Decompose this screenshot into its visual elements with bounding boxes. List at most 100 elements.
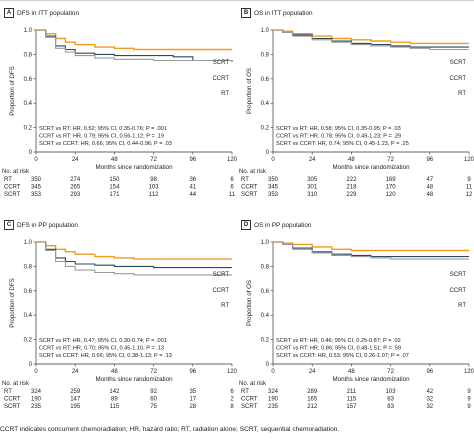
risk-count: 9 xyxy=(467,177,471,183)
risk-row-label: SCRT xyxy=(4,404,21,410)
risk-count: 83 xyxy=(387,404,394,410)
risk-row-label: RT xyxy=(241,389,249,395)
risk-count: 190 xyxy=(31,397,42,403)
risk-count: 171 xyxy=(109,192,120,198)
hazard-ratio-line: SCRT vs CCRT: HR, 0.66; 95% CI, 0.38-1.1… xyxy=(39,353,172,359)
risk-count: 115 xyxy=(347,397,357,403)
hazard-ratio-line: SCRT vs RT: HR, 0.58; 95% CI, 0.35-0.95;… xyxy=(276,126,401,132)
panel-title: OS in ITT population xyxy=(254,9,313,17)
risk-count: 353 xyxy=(268,192,279,198)
risk-count: 301 xyxy=(307,185,318,191)
y-tick-label: 0.8 xyxy=(261,52,270,58)
km-chart-svg: 0 0.2 0.4 0.6 0.8 1.0 0 24 48 72 96 120 Months since… xyxy=(2,28,238,198)
risk-count: 11 xyxy=(466,185,473,191)
risk-count: 142 xyxy=(109,389,120,395)
x-tick-label: 24 xyxy=(72,157,79,163)
risk-count: 170 xyxy=(386,185,397,191)
y-tick-label: 0 xyxy=(266,362,270,368)
risk-row-label: SCRT xyxy=(241,404,258,410)
panel-header: D OS in PP population xyxy=(241,220,311,230)
km-chart-svg: 0 0.2 0.4 0.6 0.8 1.0 0 24 48 72 96 120 Months since… xyxy=(2,240,238,410)
risk-count: 259 xyxy=(70,389,81,395)
y-tick-label: 1.0 xyxy=(261,28,270,34)
hazard-ratio-line: SCRT vs CCRT: HR, 0.53; 95% CI, 0.26-1.0… xyxy=(276,353,409,359)
hazard-ratio-line: CCRT vs RT: HR, 0.79; 95% CI, 0.56-1.12;… xyxy=(39,134,164,140)
y-axis-title: Proportion of DFS xyxy=(9,66,16,116)
x-tick-label: 24 xyxy=(309,369,316,375)
curve-label-rt: RT xyxy=(458,303,466,309)
page-top-rule xyxy=(0,0,474,1)
risk-count: 42 xyxy=(426,389,433,395)
risk-row-label: CCRT xyxy=(241,397,258,403)
risk-count: 265 xyxy=(70,185,81,191)
risk-row-label: SCRT xyxy=(4,192,21,198)
risk-table-heading: No. at risk xyxy=(2,381,30,387)
km-curve-rt xyxy=(36,241,232,276)
risk-row-label: RT xyxy=(241,177,249,183)
risk-count: 9 xyxy=(467,404,471,410)
risk-count: 150 xyxy=(109,177,120,183)
risk-count: 310 xyxy=(307,192,318,198)
y-tick-label: 1.0 xyxy=(24,28,33,34)
y-tick-label: 0.4 xyxy=(24,313,33,319)
risk-count: 9 xyxy=(467,389,471,395)
x-tick-label: 72 xyxy=(150,157,157,163)
risk-table-heading: No. at risk xyxy=(239,381,267,387)
panel-letter: B xyxy=(241,8,251,18)
panel-c: C DFS in PP population 0 0.2 0.4 0.6 0.8 1.0 0… xyxy=(0,212,240,427)
hazard-ratio-line: CCRT vs RT: HR, 0.78; 95% CI, 0.49-1.23;… xyxy=(276,134,401,140)
y-tick-label: 0.4 xyxy=(261,101,270,107)
x-axis-title: Months since randomization xyxy=(95,376,173,383)
x-axis-title: Months since randomization xyxy=(332,164,410,171)
risk-count: 9 xyxy=(467,397,471,403)
risk-count: 165 xyxy=(307,397,318,403)
km-curve-scrt xyxy=(36,241,232,260)
panel-header: C DFS in PP population xyxy=(4,220,78,230)
y-tick-label: 1.0 xyxy=(24,240,33,246)
curve-label-rt: RT xyxy=(458,91,466,97)
y-tick-label: 0.2 xyxy=(24,126,33,132)
y-tick-label: 0.4 xyxy=(261,313,270,319)
km-curve-rt xyxy=(273,241,469,260)
panel-a: A DFS in ITT population 0 0.2 0.4 0.6 0.8 1.0… xyxy=(0,0,240,215)
x-tick-label: 0 xyxy=(271,157,275,163)
x-tick-label: 96 xyxy=(426,369,433,375)
y-axis-title: Proportion of DFS xyxy=(9,278,16,328)
risk-count: 103 xyxy=(149,185,160,191)
risk-count: 218 xyxy=(346,185,357,191)
y-tick-label: 1.0 xyxy=(261,240,270,246)
risk-count: 75 xyxy=(150,404,157,410)
risk-count: 44 xyxy=(189,192,196,198)
risk-count: 12 xyxy=(466,192,473,198)
y-tick-label: 0.8 xyxy=(24,264,33,270)
risk-count: 48 xyxy=(426,185,433,191)
x-tick-label: 48 xyxy=(348,157,355,163)
x-axis-title: Months since randomization xyxy=(332,376,410,383)
risk-row-label: CCRT xyxy=(4,185,21,191)
x-tick-label: 48 xyxy=(111,157,118,163)
curve-label-rt: RT xyxy=(221,303,229,309)
hazard-ratio-line: SCRT vs CCRT: HR, 0.66; 95% CI, 0.44-0.9… xyxy=(39,141,172,147)
risk-count: 92 xyxy=(150,389,157,395)
km-chart-svg: 0 0.2 0.4 0.6 0.8 1.0 0 24 48 72 96 120 Months since… xyxy=(239,240,474,410)
y-tick-label: 0.8 xyxy=(261,264,270,270)
risk-count: 235 xyxy=(268,404,279,410)
risk-count: 2 xyxy=(230,397,234,403)
hazard-ratio-line: CCRT vs RT: HR, 0.70; 95% CI, 0.45-1.10,… xyxy=(39,346,164,352)
risk-count: 47 xyxy=(426,177,433,183)
y-tick-label: 0.6 xyxy=(261,77,270,83)
km-curve-scrt xyxy=(273,29,469,45)
km-curve-scrt xyxy=(273,241,469,252)
risk-count: 6 xyxy=(230,185,234,191)
km-curve-rt xyxy=(36,29,232,62)
y-tick-label: 0.4 xyxy=(24,101,33,107)
x-tick-label: 96 xyxy=(426,157,433,163)
risk-count: 289 xyxy=(307,389,318,395)
x-tick-label: 24 xyxy=(309,157,316,163)
x-tick-label: 72 xyxy=(150,369,157,375)
hazard-ratio-line: SCRT vs RT: HR, 0.47; 95% CI, 0.30-0.74;… xyxy=(39,338,167,344)
km-chart-svg: 0 0.2 0.4 0.6 0.8 1.0 0 24 48 72 96 120 Months since… xyxy=(239,28,474,198)
km-curve-scrt xyxy=(36,29,232,51)
curve-label-ccrt: CCRT xyxy=(212,288,229,294)
risk-count: 120 xyxy=(386,192,397,198)
